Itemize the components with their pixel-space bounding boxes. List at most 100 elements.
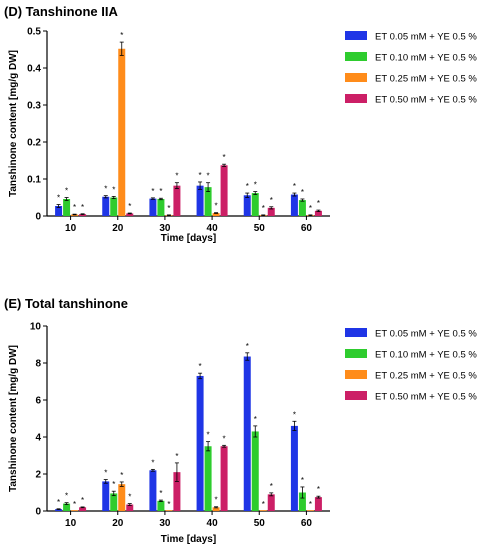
y-axis-label: Tanshinone content [mg/g DW] <box>8 345 19 492</box>
x-tick-label: 60 <box>301 518 313 529</box>
chart-panel-1: (D) Tanshinone IIA Tanshinone content [mg… <box>4 4 477 244</box>
significance-marker: * <box>167 204 170 213</box>
significance-marker: * <box>215 496 218 505</box>
bar-2-40 <box>204 187 212 216</box>
bar-1-20 <box>102 481 110 511</box>
legend-swatch-1 <box>345 31 367 40</box>
y-tick-label: 0.1 <box>27 175 41 186</box>
significance-marker: * <box>223 153 226 162</box>
chart-legend: ET 0.05 mM + YE 0.5 % ET 0.10 mM + YE 0.5… <box>345 31 477 106</box>
y-tick-label: 2 <box>35 470 41 481</box>
significance-marker: * <box>128 202 131 211</box>
significance-marker: * <box>199 362 202 371</box>
significance-marker: * <box>112 480 115 489</box>
legend-label-1: ET 0.05 mM + YE 0.5 % <box>375 32 477 43</box>
legend-label-3: ET 0.25 mM + YE 0.5 % <box>375 371 477 382</box>
y-tick-label: 0 <box>35 212 41 223</box>
legend-label-1: ET 0.05 mM + YE 0.5 % <box>375 329 477 340</box>
bar-1-30 <box>149 198 157 216</box>
legend-label-3: ET 0.25 mM + YE 0.5 % <box>375 74 477 85</box>
significance-marker: * <box>309 204 312 213</box>
significance-marker: * <box>293 410 296 419</box>
x-tick-label: 60 <box>301 223 313 234</box>
bar-3-10 <box>71 510 79 511</box>
legend-swatch-3 <box>345 370 367 379</box>
significance-marker: * <box>120 471 123 480</box>
bar-1-50 <box>243 195 251 216</box>
significance-marker: * <box>317 199 320 208</box>
bar-2-40 <box>204 446 212 511</box>
significance-marker: * <box>199 171 202 180</box>
x-tick-label: 10 <box>65 223 77 234</box>
significance-marker: * <box>207 172 210 181</box>
y-tick-label: 6 <box>35 396 41 407</box>
significance-marker: * <box>175 452 178 461</box>
legend-swatch-2 <box>345 52 367 61</box>
y-tick-label: 0 <box>35 507 41 518</box>
bar-1-30 <box>149 470 157 511</box>
x-tick-label: 20 <box>112 223 124 234</box>
bar-1-50 <box>243 356 251 511</box>
significance-marker: * <box>301 476 304 485</box>
significance-marker: * <box>81 203 84 212</box>
significance-marker: * <box>167 500 170 509</box>
significance-marker: * <box>317 485 320 494</box>
significance-marker: * <box>293 182 296 191</box>
x-tick-label: 50 <box>254 518 266 529</box>
bar-4-50 <box>267 207 275 216</box>
chart-panel-2: (E) Total tanshinone Tanshinone content [… <box>4 296 477 545</box>
bar-1-40 <box>196 375 204 511</box>
bar-3-60 <box>306 510 314 511</box>
bar-2-20 <box>110 493 118 511</box>
chart-title: (E) Total tanshinone <box>4 296 128 311</box>
bar-4-20 <box>126 213 134 216</box>
bar-4-40 <box>220 446 228 511</box>
legend-swatch-4 <box>345 94 367 103</box>
significance-marker: * <box>254 181 257 190</box>
x-tick-label: 40 <box>207 223 219 234</box>
significance-marker: * <box>104 185 107 194</box>
y-tick-label: 10 <box>30 322 42 333</box>
significance-marker: * <box>159 489 162 498</box>
bar-3-20 <box>118 484 126 511</box>
bar-2-50 <box>251 431 259 511</box>
legend-label-2: ET 0.10 mM + YE 0.5 % <box>375 350 477 361</box>
y-tick-label: 0.2 <box>27 138 41 149</box>
significance-marker: * <box>270 482 273 491</box>
y-tick-label: 4 <box>35 433 41 444</box>
significance-marker: * <box>112 185 115 194</box>
significance-marker: * <box>57 194 60 203</box>
bar-4-60 <box>314 497 322 511</box>
significance-marker: * <box>120 31 123 40</box>
significance-marker: * <box>254 415 257 424</box>
bar-4-10 <box>79 214 87 216</box>
bar-4-60 <box>314 210 322 216</box>
significance-marker: * <box>65 492 68 501</box>
bar-3-30 <box>165 510 173 511</box>
legend-label-4: ET 0.50 mM + YE 0.5 % <box>375 95 477 106</box>
significance-marker: * <box>151 458 154 467</box>
chart-title: (D) Tanshinone IIA <box>4 4 118 19</box>
y-tick-label: 8 <box>35 359 41 370</box>
bar-3-40 <box>212 213 220 216</box>
significance-marker: * <box>104 469 107 478</box>
bar-4-10 <box>79 507 87 511</box>
x-axis-label: Time [days] <box>161 534 216 545</box>
bar-2-30 <box>157 198 165 216</box>
significance-marker: * <box>301 188 304 197</box>
significance-marker: * <box>175 172 178 181</box>
legend-swatch-3 <box>345 73 367 82</box>
significance-marker: * <box>223 434 226 443</box>
bar-1-60 <box>290 194 298 216</box>
bar-2-20 <box>110 197 118 216</box>
bar-4-30 <box>173 185 181 216</box>
bar-1-20 <box>102 196 110 216</box>
significance-marker: * <box>65 187 68 196</box>
x-tick-label: 30 <box>159 518 171 529</box>
significance-marker: * <box>73 500 76 509</box>
x-tick-label: 20 <box>112 518 124 529</box>
x-tick-label: 10 <box>65 518 77 529</box>
bar-1-10 <box>55 509 63 511</box>
significance-marker: * <box>151 187 154 196</box>
